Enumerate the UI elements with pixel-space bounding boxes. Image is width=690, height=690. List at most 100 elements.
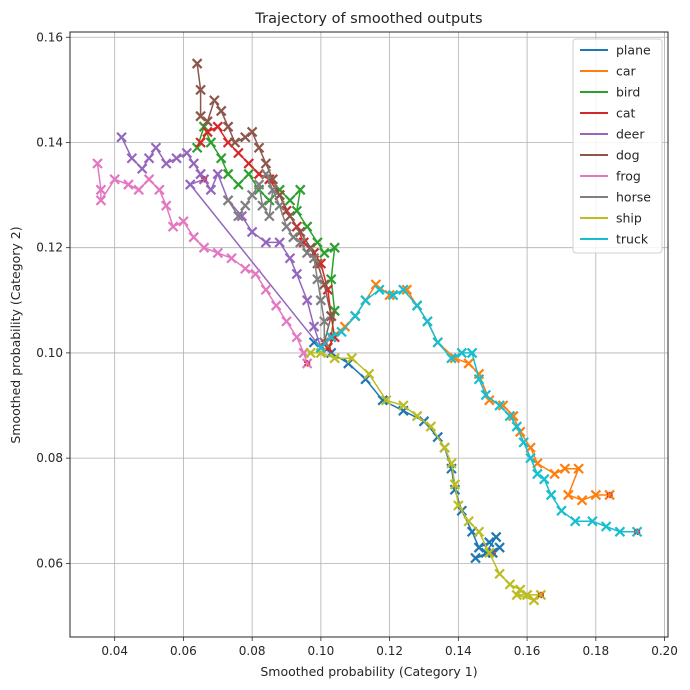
data-point-cat	[243, 158, 254, 169]
data-point-truck	[336, 326, 347, 338]
series-line-truck	[320, 289, 638, 533]
series-ship	[305, 347, 547, 606]
data-point-frog	[188, 231, 200, 243]
grid	[70, 32, 668, 637]
data-point-bird	[312, 237, 323, 248]
data-point-deer	[136, 163, 148, 175]
data-point-deer	[291, 268, 303, 280]
data-point-dog	[195, 84, 206, 96]
data-point-truck	[494, 400, 505, 411]
data-point-deer	[126, 152, 138, 164]
data-point-deer	[260, 237, 272, 248]
data-point-bird	[205, 137, 217, 148]
data-point-horse	[260, 168, 272, 180]
data-point-ship	[473, 526, 485, 538]
data-point-bird	[222, 168, 234, 180]
x-tick-label: 0.20	[651, 644, 678, 658]
end-point-deer	[200, 176, 208, 183]
series-line-bird	[196, 125, 336, 338]
data-point-cat	[202, 126, 213, 138]
data-point-ship	[504, 579, 516, 590]
data-point-truck	[411, 300, 423, 311]
series-deer	[116, 131, 327, 353]
data-point-ship	[535, 589, 547, 601]
data-point-horse	[239, 200, 251, 211]
data-point-frog	[92, 158, 103, 169]
legend-label-bird: bird	[616, 85, 640, 100]
data-point-deer	[198, 174, 210, 185]
data-point-horse	[301, 247, 313, 259]
data-point-car	[549, 468, 560, 480]
data-point-truck	[545, 489, 557, 501]
y-tick-label: 0.14	[36, 135, 63, 149]
data-point-truck	[556, 505, 567, 517]
data-point-truck	[473, 373, 485, 385]
data-point-car	[604, 489, 615, 501]
data-point-plane	[490, 531, 502, 543]
data-point-ship	[521, 589, 533, 601]
data-point-ship	[425, 421, 437, 432]
data-point-cat	[195, 137, 206, 148]
axis-ticks: 0.04 0.06 0.08 0.10 0.12 0.14 0.16 0.18 0.20 0.06…	[36, 30, 678, 658]
data-point-horse	[319, 337, 330, 348]
data-point-truck	[631, 526, 643, 538]
data-point-deer	[181, 147, 193, 159]
data-point-frog	[109, 174, 120, 185]
x-tick-label: 0.14	[445, 644, 472, 658]
data-point-cat	[212, 121, 224, 132]
data-point-plane	[487, 547, 499, 559]
series-line-car	[330, 283, 610, 501]
data-point-deer	[236, 210, 248, 222]
data-point-deer	[274, 237, 285, 248]
data-point-car	[559, 463, 571, 474]
data-point-dog	[305, 242, 316, 253]
data-point-car	[497, 400, 509, 411]
data-point-truck	[456, 347, 468, 359]
data-point-deer	[188, 158, 200, 169]
data-point-ship	[380, 394, 392, 406]
data-point-cat	[298, 237, 309, 248]
data-point-ship	[514, 584, 526, 595]
data-point-truck	[325, 331, 337, 343]
x-tick-label: 0.10	[308, 644, 335, 658]
data-point-dog	[222, 121, 234, 132]
data-point-ship	[305, 347, 316, 359]
data-point-horse	[257, 200, 268, 211]
data-point-bird	[215, 152, 227, 164]
data-point-dog	[229, 137, 241, 148]
y-tick-label: 0.10	[36, 346, 63, 360]
data-point-bird	[191, 142, 203, 154]
data-point-dog	[246, 126, 258, 138]
data-point-frog	[198, 242, 210, 253]
data-point-truck	[480, 389, 492, 401]
series-line-deer	[120, 136, 322, 349]
end-point-car	[606, 491, 613, 499]
data-point-deer	[284, 252, 296, 264]
series-line-horse	[227, 173, 326, 343]
legend-label-frog: frog	[616, 169, 641, 184]
data-point-bird	[325, 273, 337, 285]
data-point-ship	[411, 410, 423, 422]
data-point-car	[463, 358, 474, 369]
data-point-horse	[264, 210, 275, 222]
series-truck	[315, 284, 643, 538]
data-point-deer	[116, 131, 127, 143]
data-point-ship	[329, 352, 340, 364]
data-point-dog	[195, 110, 206, 122]
data-point-frog	[154, 184, 165, 196]
data-point-ship	[463, 515, 474, 527]
data-point-truck	[422, 316, 433, 327]
data-point-ship	[494, 568, 505, 580]
y-axis-title: Smoothed probability (Category 2)	[8, 226, 23, 443]
legend-label-dog: dog	[616, 148, 640, 163]
data-point-deer	[308, 321, 320, 332]
data-point-horse	[281, 221, 292, 232]
data-point-dog	[209, 95, 220, 106]
data-point-truck	[511, 421, 523, 432]
data-point-bird	[301, 221, 313, 232]
data-point-frog	[250, 268, 261, 280]
data-point-bird	[198, 121, 210, 132]
data-point-truck	[600, 521, 612, 532]
data-point-horse	[246, 189, 258, 201]
